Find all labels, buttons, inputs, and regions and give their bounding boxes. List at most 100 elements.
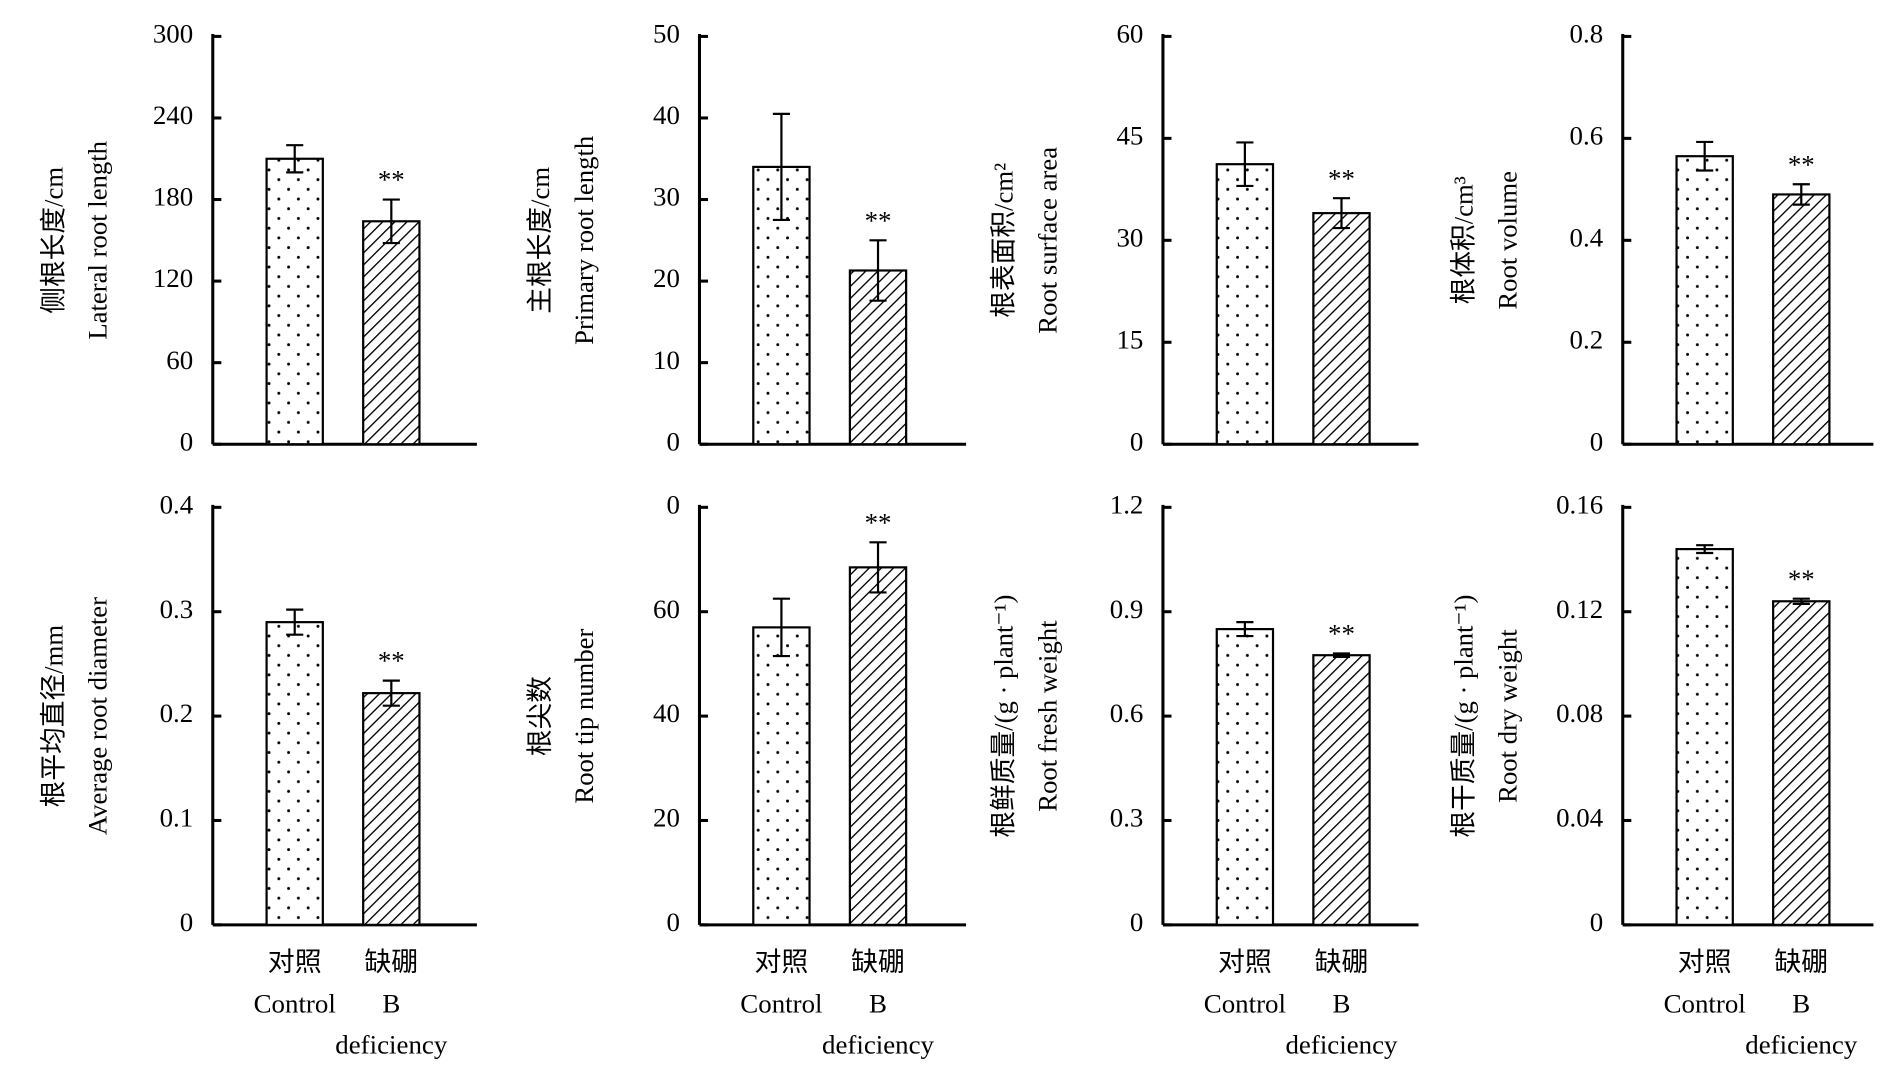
y-axis-label: Lateral root length [82, 140, 112, 339]
y-tick-label: 0 [1130, 907, 1143, 937]
x-tick-label: 缺硼 [364, 947, 418, 977]
y-tick-label: 0 [666, 490, 679, 520]
y-tick-label: 60 [166, 345, 193, 375]
x-tick-label: B [1792, 988, 1810, 1018]
bar [1215, 628, 1275, 926]
y-tick-label: 30 [653, 182, 680, 212]
y-axis-label: 根尖数 [525, 676, 555, 756]
y-tick-label: 0.12 [1556, 594, 1603, 624]
y-tick-label: 10 [653, 345, 680, 375]
x-tick-label: deficiency [335, 1030, 448, 1060]
y-tick-label: 30 [1116, 223, 1143, 253]
x-tick-label: Control [1204, 988, 1286, 1018]
y-tick-label: 20 [653, 803, 680, 833]
x-tick-label: deficiency [1745, 1030, 1858, 1060]
y-tick-label: 0 [666, 426, 679, 456]
y-tick-label: 60 [653, 594, 680, 624]
y-tick-label: 0.2 [1570, 324, 1604, 354]
y-tick-label: 0.6 [1110, 698, 1144, 728]
significance: ** [1788, 564, 1815, 594]
bar [362, 220, 421, 446]
x-tick-label: Control [254, 988, 336, 1018]
x-tick-label: 对照 [1678, 947, 1732, 977]
error-bar [869, 541, 887, 594]
x-tick-label: Control [740, 988, 822, 1018]
error-bar [1332, 652, 1351, 659]
y-tick-label: 240 [153, 100, 193, 130]
error-bar [1236, 141, 1254, 188]
y-tick-label: 0.2 [160, 698, 194, 728]
y-tick-label: 120 [153, 263, 193, 293]
y-axis-label: Root fresh weight [1033, 620, 1063, 812]
significance: ** [1328, 163, 1355, 193]
error-bar [1792, 597, 1810, 605]
y-tick-label: 0 [1590, 426, 1603, 456]
x-tick-label: 缺硼 [1315, 947, 1369, 977]
bar [265, 157, 324, 446]
y-axis-label: 根表面积/cm² [989, 163, 1019, 318]
error-bar [1236, 621, 1254, 638]
bar [1675, 155, 1734, 446]
y-tick-label: 0.1 [160, 803, 194, 833]
y-axis-label: Primary root length [569, 135, 599, 345]
bar [752, 626, 811, 926]
error-bar [1696, 140, 1714, 172]
significance: ** [865, 508, 892, 538]
bar [1215, 163, 1275, 446]
y-tick-label: 0.8 [1570, 19, 1604, 49]
y-tick-label: 0.9 [1110, 594, 1144, 624]
error-bar [382, 198, 400, 245]
y-tick-label: 300 [153, 19, 193, 49]
x-tick-label: Control [1664, 988, 1746, 1018]
y-tick-label: 180 [153, 182, 193, 212]
y-axis-label: Root tip number [569, 629, 599, 804]
significance: ** [378, 165, 405, 195]
x-tick-label: 对照 [1218, 947, 1272, 977]
y-tick-label: 0.3 [160, 594, 194, 624]
x-tick-label: B [869, 988, 887, 1018]
error-bar [1792, 183, 1810, 206]
bar [362, 692, 421, 926]
error-bar [286, 608, 304, 636]
y-tick-label: 50 [653, 19, 680, 49]
y-tick-label: 0.16 [1556, 490, 1603, 520]
x-tick-label: deficiency [822, 1030, 935, 1060]
y-tick-label: 40 [653, 698, 680, 728]
y-axis-label: Root volume [1492, 171, 1522, 310]
y-tick-label: 1.2 [1110, 490, 1144, 520]
y-tick-label: 0.3 [1110, 803, 1144, 833]
bar [1772, 193, 1831, 446]
y-tick-label: 0.04 [1556, 803, 1603, 833]
error-bar [1696, 544, 1714, 555]
bar [848, 566, 908, 926]
significance: ** [865, 206, 892, 236]
y-tick-label: 45 [1116, 121, 1143, 151]
bar [1675, 547, 1734, 926]
y-axis-label: 根鲜质量/(g · plant⁻¹) [989, 595, 1019, 838]
y-axis-label: 根平均直径/mm [38, 625, 68, 808]
x-tick-label: B [382, 988, 400, 1018]
y-tick-label: 20 [653, 263, 680, 293]
error-bar [869, 239, 887, 302]
x-tick-label: 缺硼 [851, 947, 905, 977]
error-bar [1332, 197, 1351, 230]
error-bar [286, 144, 304, 174]
y-tick-label: 60 [1116, 19, 1143, 49]
x-tick-label: 对照 [268, 947, 322, 977]
significance: ** [378, 646, 405, 676]
error-bar [382, 679, 400, 707]
y-tick-label: 40 [653, 100, 680, 130]
y-axis-label: 主根长度/cm [525, 167, 555, 314]
y-tick-label: 0.08 [1556, 698, 1603, 728]
y-tick-label: 15 [1116, 324, 1143, 354]
y-tick-label: 0 [1130, 426, 1143, 456]
y-tick-label: 0 [666, 907, 679, 937]
y-tick-label: 0.6 [1570, 121, 1604, 151]
bar [1312, 212, 1371, 446]
y-tick-label: 0.4 [1570, 223, 1604, 253]
x-tick-label: 缺硼 [1774, 947, 1828, 977]
bar [265, 621, 324, 926]
bar [1312, 654, 1371, 926]
